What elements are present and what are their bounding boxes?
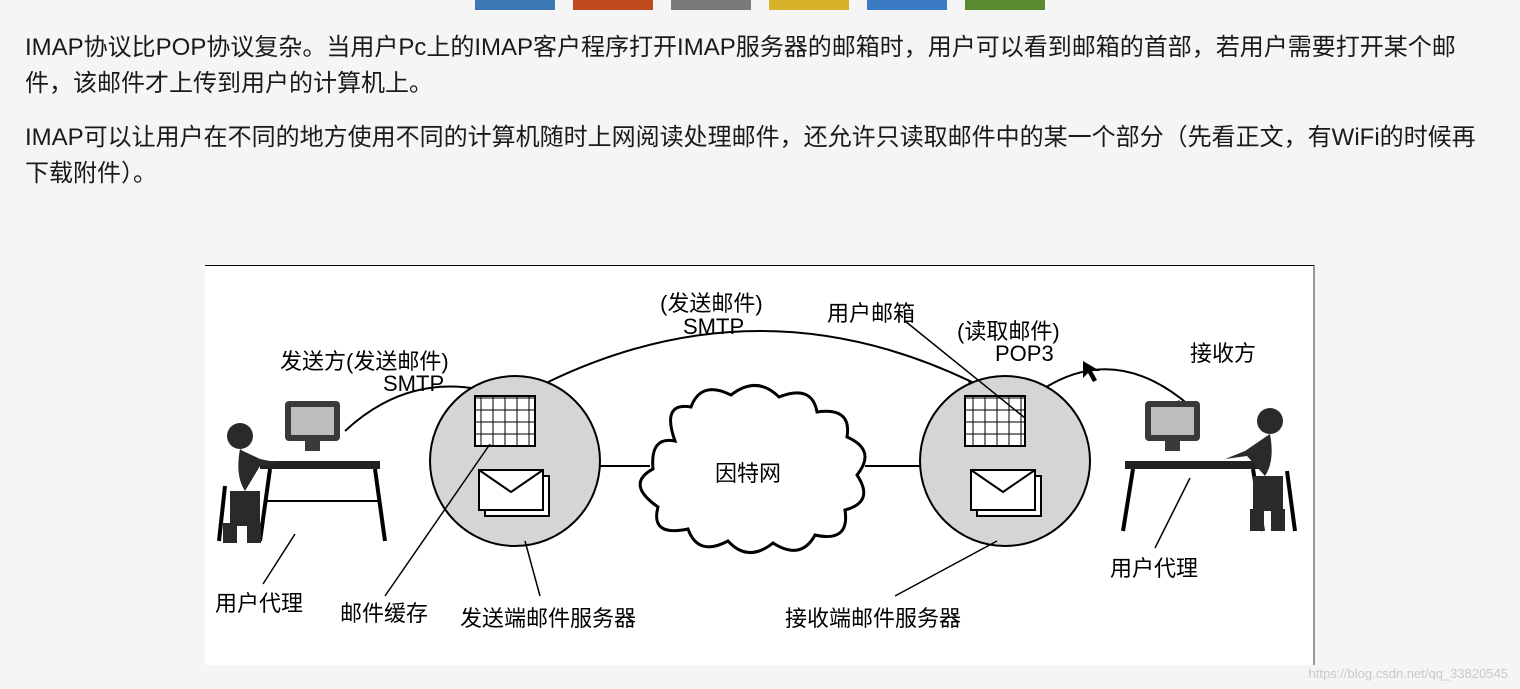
label-user-mailbox: 用户邮箱 xyxy=(827,296,915,328)
color-bar xyxy=(769,0,849,10)
color-bar xyxy=(475,0,555,10)
color-bar xyxy=(867,0,947,10)
header-color-bars xyxy=(0,0,1520,10)
send-server-node xyxy=(430,376,600,546)
paragraph-2: IMAP可以让用户在不同的地方使用不同的计算机随时上网阅读处理邮件，还允许只读取… xyxy=(25,120,1495,192)
label-user-agent-l: 用户代理 xyxy=(215,586,303,618)
label-pop3: POP3 xyxy=(995,341,1054,367)
label-mail-cache: 邮件缓存 xyxy=(340,596,428,628)
description-text: IMAP协议比POP协议复杂。当用户Pc上的IMAP客户程序打开IMAP服务器的… xyxy=(0,10,1520,192)
color-bar xyxy=(671,0,751,10)
label-internet: 因特网 xyxy=(715,456,781,488)
email-flow-diagram: 发送方(发送邮件) SMTP (发送邮件) SMTP 用户邮箱 (读取邮件) P… xyxy=(205,265,1315,665)
paragraph-1: IMAP协议比POP协议复杂。当用户Pc上的IMAP客户程序打开IMAP服务器的… xyxy=(25,30,1495,102)
label-send-server: 发送端邮件服务器 xyxy=(460,601,636,633)
label-smtp-left: SMTP xyxy=(383,371,444,397)
color-bar xyxy=(965,0,1045,10)
watermark: https://blog.csdn.net/qq_33820545 xyxy=(1309,666,1509,681)
label-receiver: 接收方 xyxy=(1190,336,1256,368)
color-bar xyxy=(573,0,653,10)
receiver-icon xyxy=(1123,401,1295,531)
sender-icon xyxy=(219,401,385,543)
label-user-agent-r: 用户代理 xyxy=(1110,551,1198,583)
label-recv-server: 接收端邮件服务器 xyxy=(785,601,961,633)
label-smtp: SMTP xyxy=(683,314,744,340)
